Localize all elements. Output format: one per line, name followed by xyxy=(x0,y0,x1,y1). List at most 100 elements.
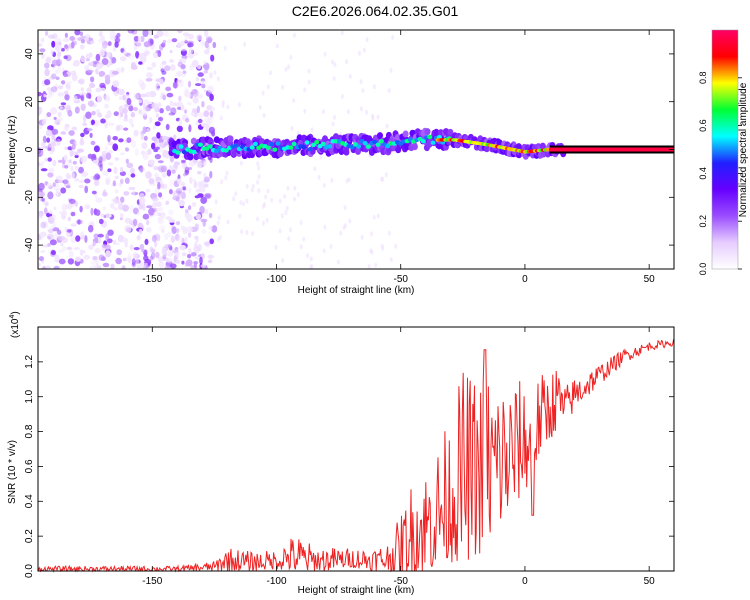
spectrogram-cell xyxy=(60,242,64,247)
spectrogram-cell xyxy=(181,245,187,251)
spectrogram-cell xyxy=(201,228,207,234)
spectrogram-cell xyxy=(128,186,136,191)
spectrogram-cell xyxy=(47,191,54,200)
spectrogram-cell xyxy=(177,178,181,185)
spectrogram-cell xyxy=(185,117,190,123)
spectrogram-cell xyxy=(142,126,147,134)
spectrogram-cell xyxy=(207,156,212,161)
spectrogram-cell xyxy=(146,205,153,209)
spectrogram-cell xyxy=(203,30,209,38)
spectrogram-cell xyxy=(118,138,124,143)
spectrogram-cell xyxy=(169,179,176,187)
spectrogram-cell xyxy=(80,55,86,63)
spectrogram-cell xyxy=(70,165,74,172)
spectrogram-cell xyxy=(387,230,391,236)
spectrogram-cell xyxy=(120,178,124,184)
spectrogram-cell xyxy=(116,32,121,38)
spectrogram-cell xyxy=(98,156,103,163)
spectrogram-cell xyxy=(80,39,85,44)
spectrogram-cell xyxy=(216,76,220,82)
spectrogram-cell xyxy=(119,152,126,156)
spectrogram-cell xyxy=(78,166,84,174)
spectrogram-cell xyxy=(40,191,45,198)
spectrogram-cell xyxy=(154,240,158,248)
spectrogram-cell xyxy=(151,235,157,243)
spectrogram-cell xyxy=(175,79,182,83)
spectrogram-cell xyxy=(168,112,176,116)
spectrogram-cell xyxy=(82,250,86,254)
spectrogram-cell xyxy=(345,59,349,65)
spectrogram-cell xyxy=(106,51,112,58)
spectrogram-cell xyxy=(98,237,102,244)
spectrogram-cell xyxy=(187,226,193,233)
spectrogram-cell xyxy=(169,59,174,63)
spectrogram-cell xyxy=(186,214,193,222)
spectrogram-cell xyxy=(112,70,119,75)
spectrogram-cell xyxy=(66,175,72,179)
spectrogram-cell xyxy=(98,160,103,168)
spectrogram-cell xyxy=(191,59,199,68)
spectrogram-cell xyxy=(284,210,288,216)
spectrogram-cell xyxy=(175,150,181,155)
spectrogram-cell xyxy=(205,123,210,127)
spectrogram-cell xyxy=(67,80,73,85)
spectrogram-cell xyxy=(184,87,190,94)
spectrogram-cell xyxy=(196,160,202,169)
spectrogram-cell xyxy=(119,213,124,218)
spectrogram-cell xyxy=(64,32,68,38)
spectrogram-cell xyxy=(57,111,62,118)
spectrogram-cell xyxy=(67,146,73,151)
spectrogram-cell xyxy=(174,78,178,83)
spectrogram-cell xyxy=(143,50,148,57)
spectrogram-cell xyxy=(123,127,129,131)
spectrogram-cell xyxy=(90,140,96,146)
spectrogram-cell xyxy=(424,128,431,136)
spectrogram-cell xyxy=(132,190,136,196)
spectrogram-cell xyxy=(42,118,47,126)
spectrogram-cell xyxy=(203,70,208,74)
spectrogram-cell xyxy=(133,247,140,251)
spectrogram-cell xyxy=(98,31,103,37)
spectrogram-cell xyxy=(175,233,180,241)
spectrogram-cell xyxy=(278,228,282,234)
spectrogram-cell xyxy=(93,123,100,127)
spectrogram-cell xyxy=(181,114,189,122)
spectrogram-cell xyxy=(75,235,81,242)
spectrogram-cell xyxy=(197,64,202,70)
spectrogram-cell xyxy=(181,159,186,163)
spectrogram-cell xyxy=(257,174,261,180)
spectrogram-cell xyxy=(183,173,187,177)
spectrogram-cell xyxy=(137,211,141,216)
spectrogram-cell xyxy=(45,129,53,137)
spectrogram-cell xyxy=(136,234,141,241)
spectrogram-cell xyxy=(163,30,170,37)
spectrogram-cell xyxy=(141,142,148,150)
spectrogram-cell xyxy=(169,49,173,54)
spectrogram-cell xyxy=(44,115,48,122)
spectrogram-cell xyxy=(60,187,67,194)
spectrogram-cell xyxy=(299,244,303,250)
spectrogram-cell xyxy=(256,161,260,167)
spectrogram-cell xyxy=(200,264,206,268)
spectrogram-cell xyxy=(165,86,172,92)
spectrogram-cell xyxy=(53,232,59,240)
spectrogram-cell xyxy=(164,65,171,72)
spectrogram-cell xyxy=(181,260,185,265)
spectrogram-cell xyxy=(139,243,145,251)
spectrogram-cell xyxy=(53,265,60,269)
spectrogram-cell xyxy=(96,62,100,71)
spectrogram-cell xyxy=(146,128,150,132)
spectrogram-cell xyxy=(171,169,176,174)
spectrogram-cell xyxy=(125,158,129,164)
spectrogram-cell xyxy=(180,181,186,187)
spectrogram-cell xyxy=(250,187,254,193)
spectrogram-cell xyxy=(187,80,192,88)
spectrogram-cell xyxy=(77,148,84,153)
spectrogram-cell xyxy=(99,87,106,92)
spectrogram-cell xyxy=(118,96,123,101)
spectrogram-cell xyxy=(360,235,364,240)
spectrogram-cell xyxy=(89,40,95,45)
spectrogram-cell xyxy=(165,200,170,205)
spectrogram-cell xyxy=(125,227,132,233)
